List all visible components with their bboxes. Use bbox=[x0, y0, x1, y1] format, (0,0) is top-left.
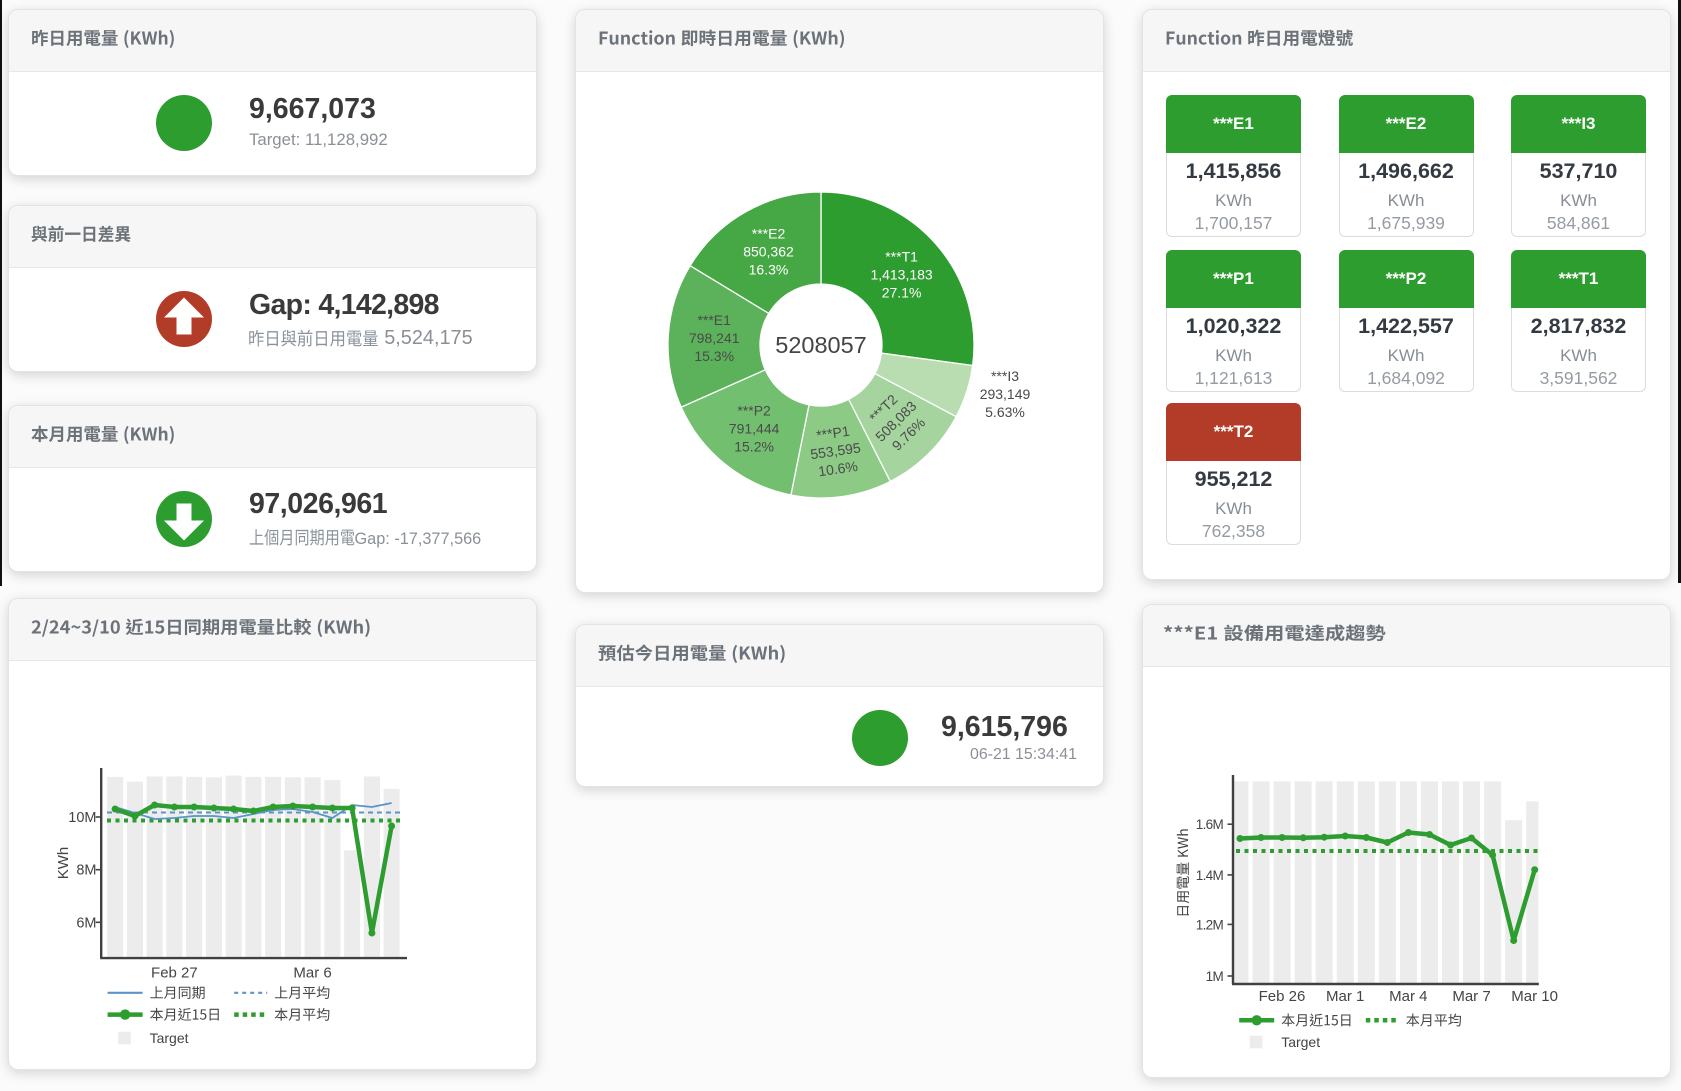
svg-text:KWh: KWh bbox=[55, 847, 72, 880]
svg-text:293,149: 293,149 bbox=[980, 386, 1031, 402]
svg-text:15.2%: 15.2% bbox=[734, 438, 774, 454]
svg-text:***E2: ***E2 bbox=[752, 226, 786, 242]
svg-text:***I3: ***I3 bbox=[991, 368, 1019, 384]
svg-text:1.4M: 1.4M bbox=[1196, 868, 1224, 883]
svg-text:16.3%: 16.3% bbox=[749, 262, 789, 278]
svg-text:Feb 26: Feb 26 bbox=[1259, 988, 1306, 1005]
svg-text:798,241: 798,241 bbox=[689, 330, 740, 346]
svg-text:5.63%: 5.63% bbox=[985, 404, 1025, 420]
svg-text:1.2M: 1.2M bbox=[1196, 917, 1224, 932]
svg-text:791,444: 791,444 bbox=[729, 420, 780, 436]
svg-text:Mar 7: Mar 7 bbox=[1452, 988, 1490, 1005]
svg-text:***E1: ***E1 bbox=[697, 312, 731, 328]
svg-text:Mar 6: Mar 6 bbox=[293, 965, 331, 982]
svg-text:1.6M: 1.6M bbox=[1196, 817, 1224, 832]
svg-text:Target: Target bbox=[1281, 1034, 1320, 1050]
svg-text:***T1: ***T1 bbox=[885, 248, 918, 264]
svg-text:***P2: ***P2 bbox=[737, 402, 771, 418]
svg-text:Mar 4: Mar 4 bbox=[1389, 988, 1427, 1005]
svg-text:Mar 10: Mar 10 bbox=[1511, 988, 1558, 1005]
svg-text:15.3%: 15.3% bbox=[694, 348, 734, 364]
svg-text:8M: 8M bbox=[76, 863, 96, 879]
svg-text:1,413,183: 1,413,183 bbox=[870, 266, 932, 282]
svg-text:***P1: ***P1 bbox=[815, 423, 851, 444]
svg-text:Mar 1: Mar 1 bbox=[1326, 988, 1364, 1005]
svg-text:10M: 10M bbox=[68, 810, 96, 826]
svg-text:850,362: 850,362 bbox=[743, 244, 794, 260]
svg-text:10.6%: 10.6% bbox=[817, 458, 859, 479]
svg-text:6M: 6M bbox=[76, 915, 96, 931]
svg-text:Feb 27: Feb 27 bbox=[151, 965, 198, 982]
svg-text:1M: 1M bbox=[1206, 969, 1224, 984]
svg-text:553,595: 553,595 bbox=[809, 439, 862, 462]
svg-text:Target: Target bbox=[150, 1030, 189, 1046]
svg-text:27.1%: 27.1% bbox=[882, 284, 922, 300]
svg-text:5208057: 5208057 bbox=[775, 332, 867, 358]
